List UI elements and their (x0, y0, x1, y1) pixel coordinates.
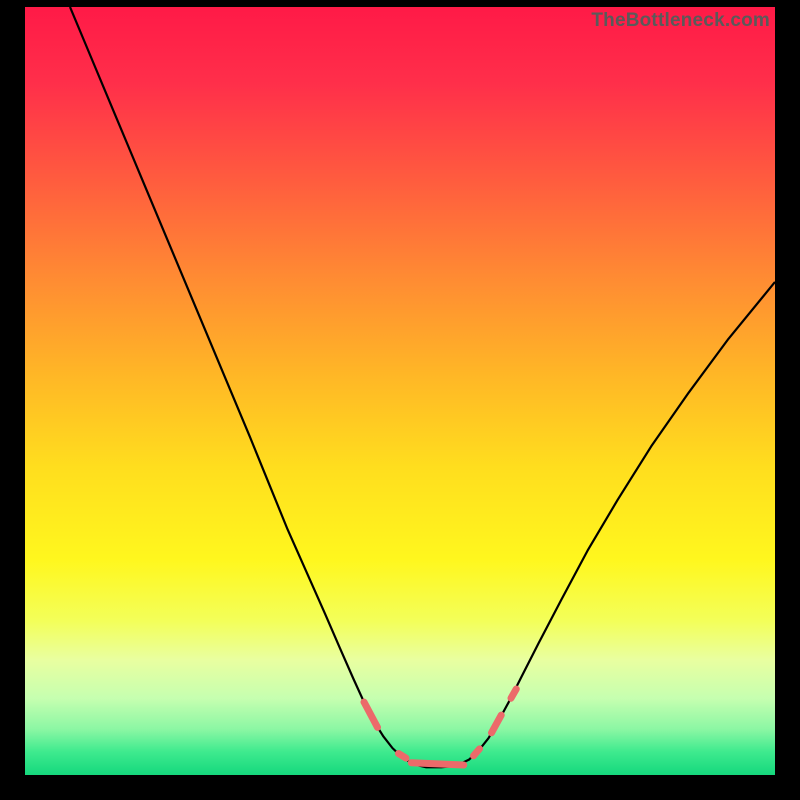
marker-segment (411, 763, 464, 765)
plot-area (25, 7, 775, 775)
watermark-text: TheBottleneck.com (591, 10, 770, 32)
marker-segment (474, 749, 480, 756)
marker-segment (511, 689, 516, 698)
marker-segment (492, 715, 502, 733)
bottleneck-curve (70, 7, 775, 767)
marker-segment (399, 754, 407, 759)
marker-segment (364, 702, 378, 727)
marker-group (364, 689, 516, 765)
chart-overlay (25, 7, 775, 775)
